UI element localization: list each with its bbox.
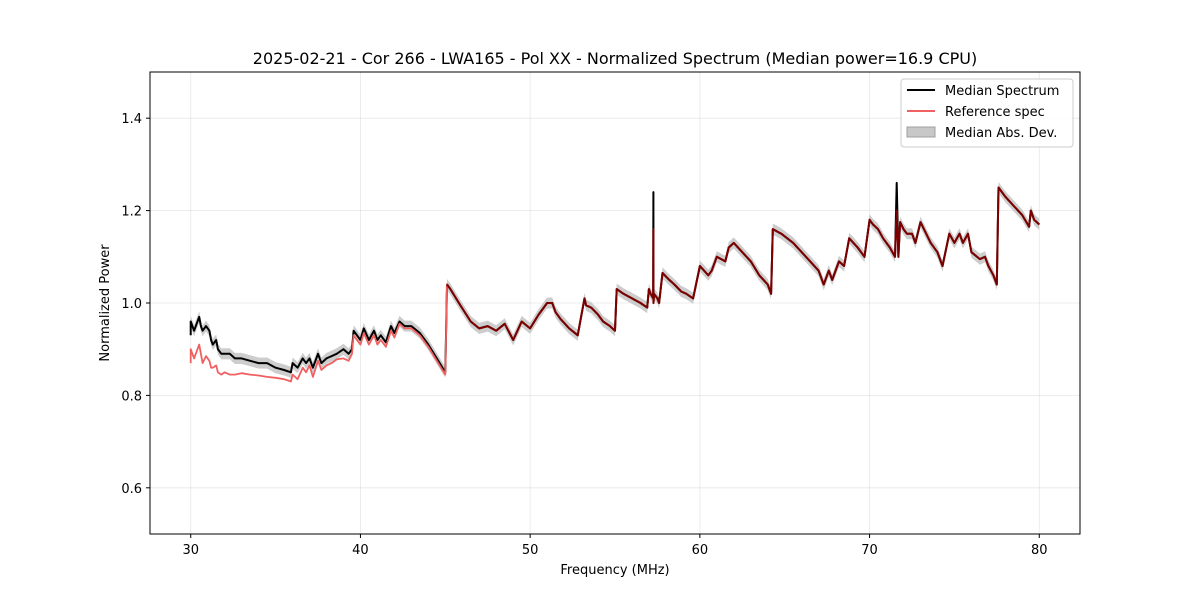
y-tick-label: 1.0 xyxy=(121,297,142,312)
x-tick-label: 80 xyxy=(1031,543,1048,558)
y-tick-label: 1.4 xyxy=(121,112,142,127)
y-tick-label: 1.2 xyxy=(121,205,142,220)
x-axis-label: Frequency (MHz) xyxy=(560,563,669,578)
x-tick-label: 70 xyxy=(861,543,878,558)
legend: Median Spectrum Reference spec Median Ab… xyxy=(900,78,1074,148)
x-tick-label: 40 xyxy=(352,543,369,558)
legend-label-mad: Median Abs. Dev. xyxy=(945,126,1057,141)
y-tick-label: 0.6 xyxy=(121,482,142,497)
y-axis: 0.6 0.8 1.0 1.2 1.4 xyxy=(121,112,150,497)
legend-label-reference: Reference spec xyxy=(945,105,1045,120)
overlap-line xyxy=(446,186,1040,341)
x-tick-label: 30 xyxy=(182,543,199,558)
legend-label-median: Median Spectrum xyxy=(945,84,1059,99)
legend-box xyxy=(900,78,1074,148)
x-tick-label: 60 xyxy=(692,543,709,558)
legend-swatch-mad xyxy=(906,126,936,138)
chart-title: 2025-02-21 - Cor 266 - LWA165 - Pol XX -… xyxy=(253,49,977,68)
x-axis: 30 40 50 60 70 80 xyxy=(182,534,1048,558)
y-axis-label: Normalized Power xyxy=(98,244,113,362)
x-tick-label: 50 xyxy=(522,543,539,558)
y-tick-label: 0.8 xyxy=(121,389,142,404)
series-layer xyxy=(189,181,1040,383)
